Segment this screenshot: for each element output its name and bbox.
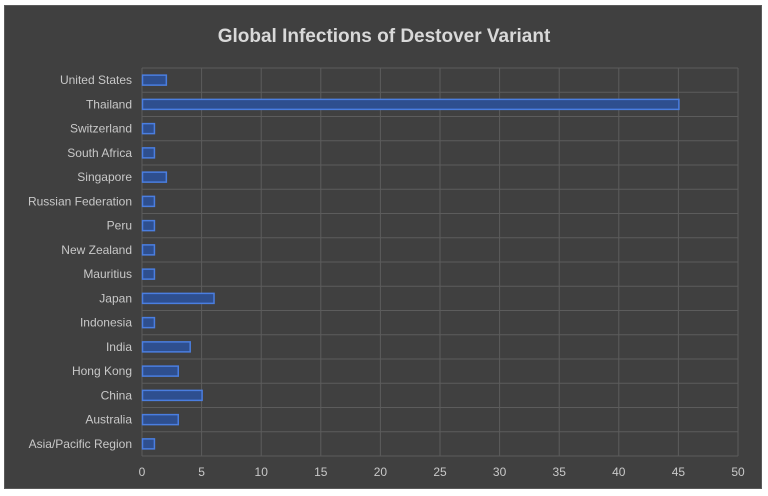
y-tick-label: Japan [99,291,132,305]
y-tick-label: Thailand [86,97,132,111]
bar [141,316,156,329]
y-tick-label: India [106,340,132,354]
y-tick-label: Indonesia [80,316,132,330]
y-tick-label: Mauritius [83,267,132,281]
bar [141,98,680,111]
bar-chart: 0 5 10 15 20 25 30 35 40 45 50 United States Thailan… [28,67,745,479]
bar [141,268,156,280]
y-tick-label: Asia/Pacific Region [29,437,132,451]
y-tick-label: South Africa [67,146,132,160]
bar [141,74,168,86]
y-tick-label: Singapore [77,170,132,184]
bar [141,195,156,208]
x-tick-label: 35 [553,465,567,479]
x-tick-label: 10 [255,465,269,479]
y-tick-label: Australia [85,413,132,427]
y-tick-label: New Zealand [61,243,132,257]
y-tick-label: United States [60,73,132,87]
x-tick-label: 25 [433,465,447,479]
y-tick-label: China [101,388,133,402]
bar [141,147,156,159]
bar [141,244,156,256]
y-tick-label: Peru [107,219,132,233]
x-tick-label: 50 [731,465,745,479]
chart-frame: Global Infections of Destover Variant 0 5… [4,5,762,489]
bar [141,171,168,183]
x-tick-label: 5 [198,465,205,479]
y-tick-label: Switzerland [70,122,132,136]
x-tick-label: 20 [374,465,388,479]
x-tick-label: 30 [493,465,507,479]
bar [141,219,156,232]
bar [141,389,203,402]
x-tick-label: 15 [314,465,328,479]
bar [141,413,180,426]
chart-title: Global Infections of Destover Variant [217,26,551,47]
y-tick-label: Hong Kong [72,364,132,378]
bar [141,292,215,305]
x-tick-label: 45 [672,465,686,479]
y-tick-label: Russian Federation [28,194,132,208]
bar [141,365,180,377]
bar [141,438,156,450]
x-tick-label: 40 [612,465,626,479]
x-tick-label: 0 [139,465,146,479]
bar [141,122,156,135]
bar [141,341,191,353]
